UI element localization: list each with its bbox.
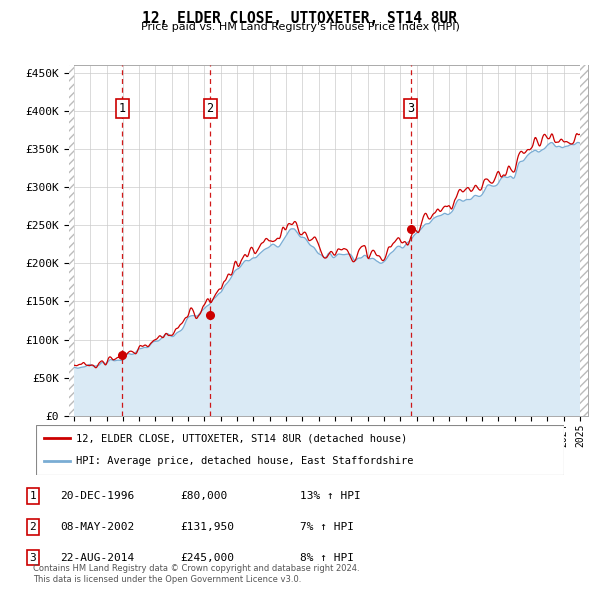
Text: 13% ↑ HPI: 13% ↑ HPI	[300, 491, 361, 501]
Text: 3: 3	[29, 553, 37, 562]
Text: 12, ELDER CLOSE, UTTOXETER, ST14 8UR (detached house): 12, ELDER CLOSE, UTTOXETER, ST14 8UR (de…	[76, 433, 407, 443]
Text: Contains HM Land Registry data © Crown copyright and database right 2024.: Contains HM Land Registry data © Crown c…	[33, 565, 359, 573]
Text: 12, ELDER CLOSE, UTTOXETER, ST14 8UR: 12, ELDER CLOSE, UTTOXETER, ST14 8UR	[143, 11, 458, 25]
Text: HPI: Average price, detached house, East Staffordshire: HPI: Average price, detached house, East…	[76, 457, 413, 467]
Text: 2: 2	[206, 102, 214, 115]
Text: 08-MAY-2002: 08-MAY-2002	[60, 522, 134, 532]
Text: £131,950: £131,950	[180, 522, 234, 532]
Text: 20-DEC-1996: 20-DEC-1996	[60, 491, 134, 501]
Text: 7% ↑ HPI: 7% ↑ HPI	[300, 522, 354, 532]
Text: 8% ↑ HPI: 8% ↑ HPI	[300, 553, 354, 562]
Bar	[69, 65, 74, 416]
Text: 1: 1	[119, 102, 126, 115]
Bar	[580, 65, 588, 416]
Text: 1: 1	[29, 491, 37, 501]
Text: This data is licensed under the Open Government Licence v3.0.: This data is licensed under the Open Gov…	[33, 575, 301, 584]
Text: 22-AUG-2014: 22-AUG-2014	[60, 553, 134, 562]
Text: £245,000: £245,000	[180, 553, 234, 562]
Text: Price paid vs. HM Land Registry's House Price Index (HPI): Price paid vs. HM Land Registry's House …	[140, 22, 460, 32]
Text: £80,000: £80,000	[180, 491, 227, 501]
Text: 3: 3	[407, 102, 415, 115]
Text: 2: 2	[29, 522, 37, 532]
